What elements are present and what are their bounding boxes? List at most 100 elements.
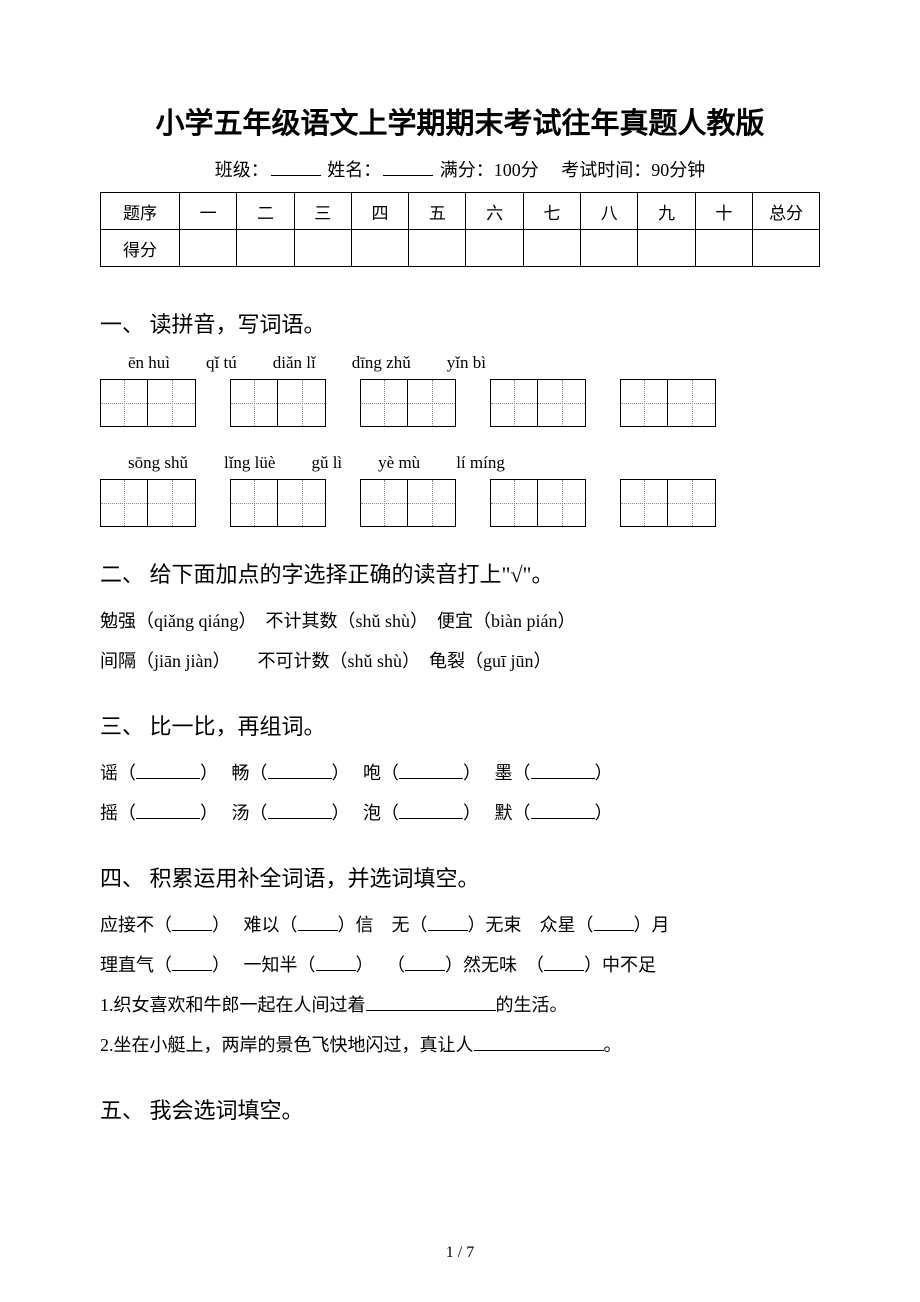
tianzi-row [100, 379, 820, 427]
blank[interactable] [544, 954, 584, 971]
class-blank[interactable] [271, 157, 321, 176]
idiom-part: 然无味 [463, 955, 535, 975]
col-header: 三 [294, 193, 351, 230]
class-label: 班级： [215, 160, 269, 180]
char: 汤 [232, 803, 250, 823]
idiom-part: 应接不 [100, 915, 154, 935]
blank[interactable] [531, 802, 595, 819]
blank[interactable] [405, 954, 445, 971]
col-header: 七 [523, 193, 580, 230]
score-cell[interactable] [753, 230, 820, 267]
score-cell[interactable] [638, 230, 695, 267]
section-heading-4: 四、 积累运用补全词语，并选词填空。 [100, 861, 820, 893]
q-text: 1.织女喜欢和牛郎一起在人间过着 [100, 995, 366, 1015]
score-cell[interactable] [351, 230, 408, 267]
tianzi-pair[interactable] [360, 479, 456, 527]
section-heading-5: 五、 我会选词填空。 [100, 1093, 820, 1125]
tianzi-pair[interactable] [100, 479, 196, 527]
score-cell[interactable] [294, 230, 351, 267]
score-cell[interactable] [180, 230, 237, 267]
row-label: 题序 [101, 193, 180, 230]
col-header: 二 [237, 193, 294, 230]
section-heading-1: 一、 读拼音，写词语。 [100, 307, 820, 339]
pinyin: lǐng lüè [224, 453, 275, 473]
idiom-part: 信 无 [356, 915, 410, 935]
exam-time: 考试时间：90分钟 [561, 160, 705, 180]
blank[interactable] [399, 762, 463, 779]
char: 咆 [363, 763, 381, 783]
tianzi-pair[interactable] [360, 379, 456, 427]
tianzi-pair[interactable] [490, 379, 586, 427]
tianzi-pair[interactable] [620, 479, 716, 527]
pinyin: gǔ lì [311, 453, 342, 473]
idiom-part: 中不足 [602, 955, 656, 975]
blank[interactable] [594, 914, 634, 931]
s2-line: 勉强（qiǎng qiáng） 不计其数（shǔ shù） 便宜（biàn pi… [100, 603, 820, 639]
blank[interactable] [316, 954, 356, 971]
col-header: 十 [695, 193, 752, 230]
score-table: 题序 一 二 三 四 五 六 七 八 九 十 总分 得分 [100, 192, 820, 267]
col-header: 九 [638, 193, 695, 230]
char: 泡 [363, 803, 381, 823]
blank[interactable] [136, 802, 200, 819]
blank[interactable] [428, 914, 468, 931]
blank[interactable] [474, 1034, 604, 1051]
tianzi-pair[interactable] [490, 479, 586, 527]
pinyin: dīng zhǔ [352, 353, 411, 373]
blank[interactable] [268, 762, 332, 779]
tianzi-pair[interactable] [230, 379, 326, 427]
s3-line: 摇（） 汤（） 泡（） 默（） [100, 795, 820, 831]
pinyin: lí míng [456, 453, 505, 473]
blank[interactable] [399, 802, 463, 819]
col-header: 一 [180, 193, 237, 230]
blank[interactable] [531, 762, 595, 779]
char: 谣 [100, 763, 118, 783]
pinyin: qǐ tú [206, 353, 237, 373]
page-title: 小学五年级语文上学期期末考试往年真题人教版 [100, 100, 820, 142]
char: 摇 [100, 803, 118, 823]
q-text: 2.坐在小艇上，两岸的景色飞快地闪过，真让人 [100, 1035, 474, 1055]
score-cell[interactable] [237, 230, 294, 267]
s4-line: 理直气（） 一知半（） （）然无味 （）中不足 [100, 947, 820, 983]
section-heading-2: 二、 给下面加点的字选择正确的读音打上"√"。 [100, 557, 820, 589]
name-blank[interactable] [383, 157, 433, 176]
char: 畅 [232, 763, 250, 783]
score-cell[interactable] [581, 230, 638, 267]
section-heading-3: 三、 比一比，再组词。 [100, 709, 820, 741]
pinyin: sōng shǔ [128, 453, 188, 473]
subheader: 班级： 姓名： 满分：100分 考试时间：90分钟 [100, 156, 820, 182]
blank[interactable] [136, 762, 200, 779]
tianzi-row [100, 479, 820, 527]
score-cell[interactable] [466, 230, 523, 267]
tianzi-pair[interactable] [230, 479, 326, 527]
tianzi-pair[interactable] [100, 379, 196, 427]
idiom-part: 难以 [244, 915, 280, 935]
col-header: 五 [409, 193, 466, 230]
pinyin: yǐn bì [447, 353, 486, 373]
idiom-part: 一知半 [244, 955, 298, 975]
pinyin-row: ēn huì qǐ tú diǎn lǐ dīng zhǔ yǐn bì [128, 353, 820, 373]
s4-q2: 2.坐在小艇上，两岸的景色飞快地闪过，真让人 。 [100, 1027, 820, 1063]
page-footer: 1 / 7 [0, 1244, 920, 1262]
q-text: 。 [604, 1035, 622, 1055]
name-label: 姓名： [327, 160, 381, 180]
blank[interactable] [366, 994, 496, 1011]
score-cell[interactable] [695, 230, 752, 267]
score-cell[interactable] [409, 230, 466, 267]
pinyin-row: sōng shǔ lǐng lüè gǔ lì yè mù lí míng [128, 453, 820, 473]
tianzi-pair[interactable] [620, 379, 716, 427]
s2-line: 间隔（jiān jiàn） 不可计数（shǔ shù） 龟裂（guī jūn） [100, 643, 820, 679]
idiom-part: 理直气 [100, 955, 154, 975]
pinyin: diǎn lǐ [273, 353, 316, 373]
row-label: 得分 [101, 230, 180, 267]
blank[interactable] [268, 802, 332, 819]
pinyin: ēn huì [128, 353, 170, 373]
table-row: 题序 一 二 三 四 五 六 七 八 九 十 总分 [101, 193, 820, 230]
blank[interactable] [172, 914, 212, 931]
total-header: 总分 [753, 193, 820, 230]
score-cell[interactable] [523, 230, 580, 267]
col-header: 六 [466, 193, 523, 230]
blank[interactable] [298, 914, 338, 931]
full-score: 满分：100分 [440, 160, 539, 180]
blank[interactable] [172, 954, 212, 971]
